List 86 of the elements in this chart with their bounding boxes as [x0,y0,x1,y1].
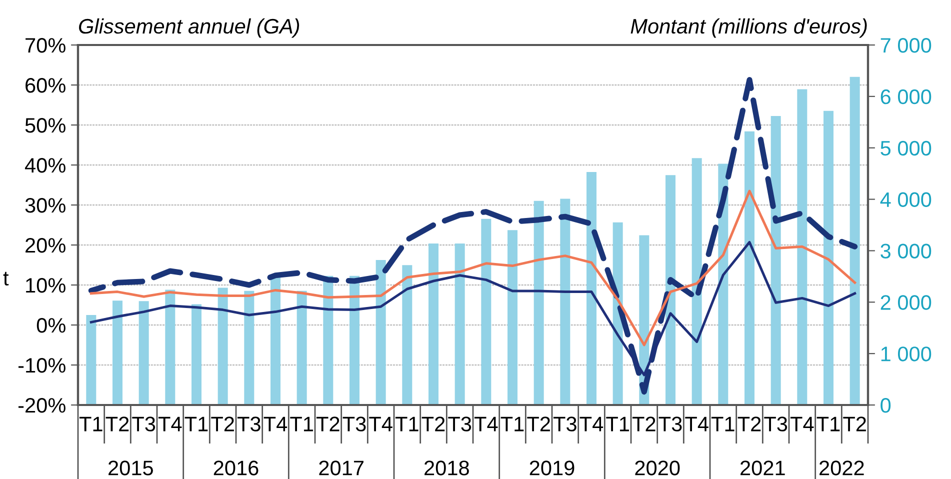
y-tick-label: 0% [36,318,66,333]
y-tick-label: 20% [26,238,66,253]
x-tick-label: T1 [816,416,840,432]
bar [402,265,412,405]
bar [376,260,386,405]
x-tick-label: T1 [290,416,313,432]
bar [218,288,228,405]
y-tick-label: 70% [26,38,66,53]
x-tick-label: T2 [316,416,340,432]
y2-tick-label: 6 000 [880,89,932,104]
x-tick-label: T3 [553,416,576,432]
bar [165,290,176,405]
x-tick-label: T2 [738,416,761,432]
y2-tick-label: 3 000 [880,244,932,258]
y2-tick-label: 1 000 [881,346,932,362]
bar [823,110,834,405]
bar [428,244,439,405]
x-tick-label: T2 [632,416,656,432]
text: 2016 [214,460,258,476]
y-tick-label: -10% [18,358,66,373]
x-tick-label: T4 [790,416,814,432]
bar [349,276,360,405]
x-tick-label: T2 [527,416,550,432]
bar [692,158,702,405]
bar [112,300,123,405]
text: 2021 [740,460,785,476]
x-tick-label: T4 [685,416,708,432]
bar [454,244,465,405]
bar [481,218,492,405]
x-tick-label: T2 [106,416,129,432]
x-tick-label: T1 [606,416,629,432]
bar [850,76,860,405]
bar [270,277,281,405]
y-tick-label: 40% [24,158,66,173]
bar [191,304,202,405]
x-tick-label: T1 [184,416,208,432]
bar [560,198,570,405]
y2-tick-label: 0 [880,398,891,413]
bar [86,315,96,405]
y-tick-label: 10% [26,278,66,293]
x-tick-label: T2 [843,416,866,432]
y2-tick-label: 2 000 [880,295,932,310]
text: 2017 [319,460,364,476]
y-tick-label: 60% [26,78,66,93]
y2-axis-title: Montant (millions d'euros) [630,18,867,38]
x-tick-label: T4 [474,416,498,432]
x-tick-label: T3 [448,416,472,432]
y2-tick-label: 4 000 [880,192,932,208]
bar [507,230,518,405]
x-tick-label: T3 [132,416,156,432]
x-tick-label: T3 [764,416,788,432]
x-tick-label: T1 [711,416,734,432]
bar [244,290,254,405]
x-tick-label: T1 [500,416,524,432]
text: 2018 [424,460,469,476]
text: 2015 [108,460,153,476]
bar [665,175,676,405]
x-tick-label: T3 [237,416,260,432]
x-tick-label: T3 [342,416,366,432]
line-series [90,190,856,346]
bar [586,172,597,405]
x-tick-label: T1 [79,416,102,432]
bar [296,290,307,405]
y-axis-title: Glissement annuel (GA) [79,18,300,38]
y2-tick-label: 7 000 [880,38,932,53]
y-tick-label: 30% [25,198,66,213]
bar [744,131,755,405]
y-tick-label: 50% [25,118,66,133]
x-tick-label: T4 [264,416,288,432]
x-tick-label: T4 [158,416,182,432]
x-tick-label: T2 [422,416,445,432]
bar [797,89,808,405]
x-tick-label: T4 [369,416,392,432]
text: 2019 [530,460,574,476]
x-tick-label: T2 [211,416,234,432]
text: 2022 [820,460,864,476]
x-tick-label: T4 [580,416,604,432]
bar [534,200,544,405]
y2-tick-label: 5 000 [880,140,932,156]
x-tick-label: T1 [395,416,418,432]
text: t [3,272,9,286]
y-tick-label: -20% [18,398,66,413]
x-tick-label: T3 [658,416,682,432]
text: 2020 [635,460,680,476]
bar [138,301,149,405]
bar [770,116,781,405]
